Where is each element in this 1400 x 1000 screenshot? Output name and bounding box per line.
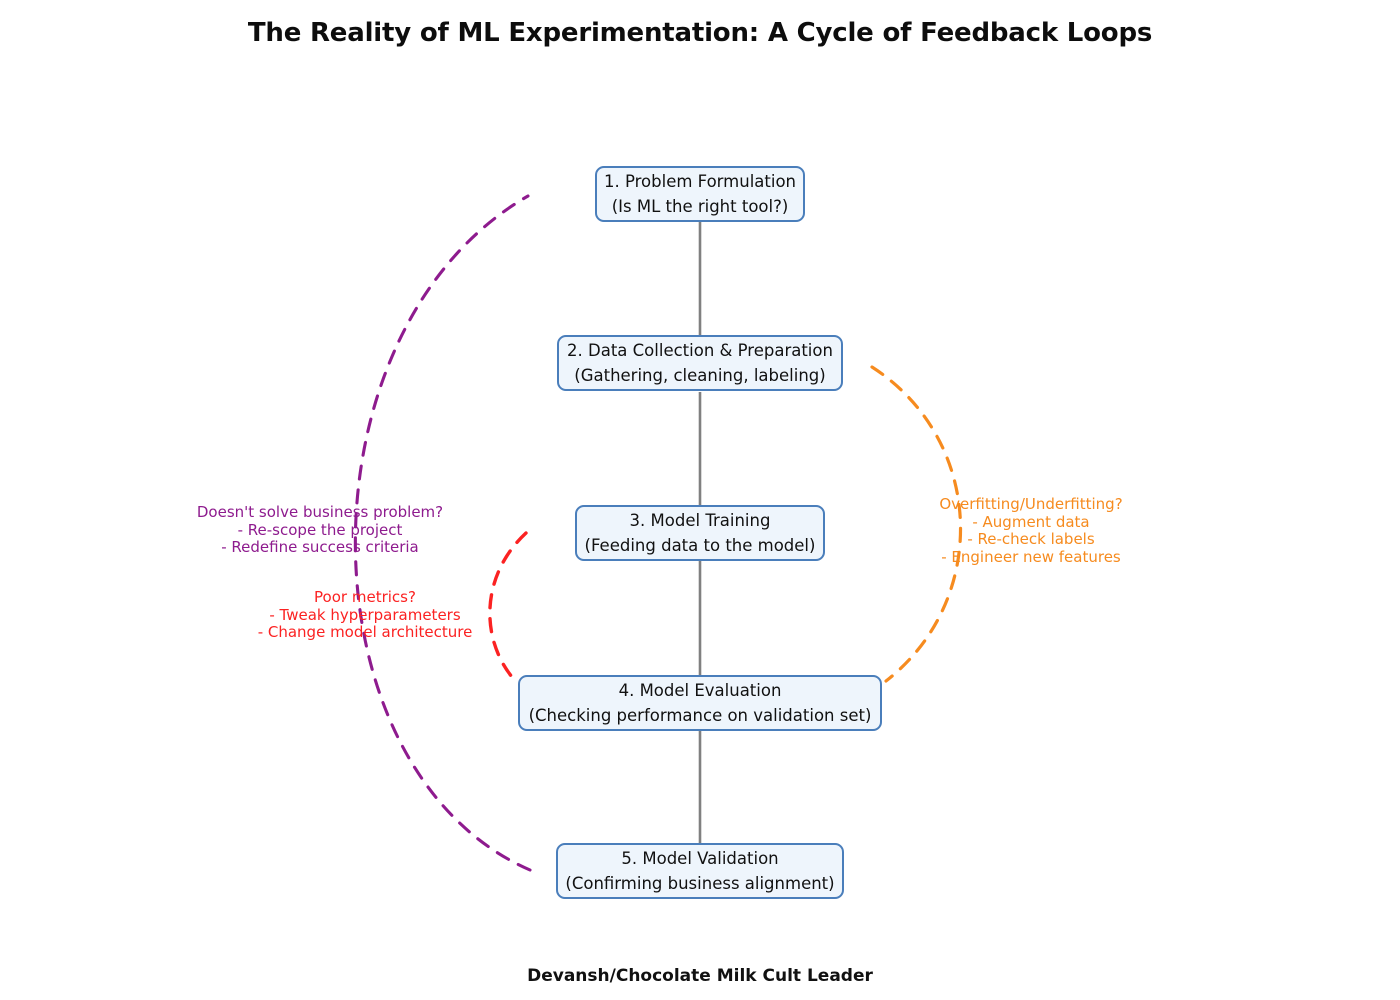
loop-label-line: Doesn't solve business problem? bbox=[196, 503, 444, 521]
stage-box-data-collection[interactable]: 2. Data Collection & Preparation (Gather… bbox=[557, 335, 843, 391]
loop-label-line: - Redefine success criteria bbox=[221, 538, 419, 556]
footer-credit: Devansh/Chocolate Milk Cult Leader bbox=[527, 966, 873, 986]
stage-subtitle: (Gathering, cleaning, labeling) bbox=[574, 366, 826, 385]
loop-label-line: Overfitting/Underfitting? bbox=[939, 495, 1123, 513]
loop-label-line: - Re-check labels bbox=[967, 530, 1095, 548]
loop-label-line: - Tweak hyperparameters bbox=[269, 605, 461, 624]
loop-label-line: - Augment data bbox=[972, 512, 1090, 531]
stage-box-model-training[interactable]: 3. Model Training (Feeding data to the m… bbox=[575, 505, 825, 561]
stage-box-model-validation[interactable]: 5. Model Validation (Confirming business… bbox=[556, 843, 844, 899]
stage-box-problem-formulation[interactable]: 1. Problem Formulation (Is ML the right … bbox=[595, 166, 805, 222]
page-title: The Reality of ML Experimentation: A Cyc… bbox=[247, 18, 1153, 48]
loop-label-line: - Change model architecture bbox=[257, 623, 473, 641]
stage-subtitle: (Feeding data to the model) bbox=[584, 536, 816, 555]
loop-label-line: - Re-scope the project bbox=[237, 520, 403, 539]
stage-title: 1. Problem Formulation bbox=[603, 172, 796, 191]
feedback-arc-overfitting bbox=[870, 365, 963, 683]
stage-subtitle: (Confirming business alignment) bbox=[565, 874, 835, 893]
stage-box-model-evaluation[interactable]: 4. Model Evaluation (Checking performanc… bbox=[518, 675, 882, 731]
loop-label-overfitting: Overfitting/Underfitting? - Augment data… bbox=[925, 495, 1137, 566]
feedback-arc-business-alignment bbox=[353, 194, 532, 872]
stage-title: 3. Model Training bbox=[629, 511, 771, 530]
stage-title: 4. Model Evaluation bbox=[618, 681, 782, 700]
stage-title: 5. Model Validation bbox=[621, 849, 779, 868]
feedback-arc-poor-metrics bbox=[488, 531, 528, 679]
stage-subtitle: (Is ML the right tool?) bbox=[611, 197, 789, 216]
stage-subtitle: (Checking performance on validation set) bbox=[528, 706, 872, 725]
loop-label-business-alignment: Doesn't solve business problem? - Re-sco… bbox=[175, 503, 465, 557]
loop-label-line: Poor metrics? bbox=[314, 588, 416, 606]
stage-title: 2. Data Collection & Preparation bbox=[567, 341, 833, 360]
loop-label-poor-metrics: Poor metrics? - Tweak hyperparameters - … bbox=[240, 588, 490, 642]
loop-label-line: - Engineer new features bbox=[941, 547, 1121, 566]
